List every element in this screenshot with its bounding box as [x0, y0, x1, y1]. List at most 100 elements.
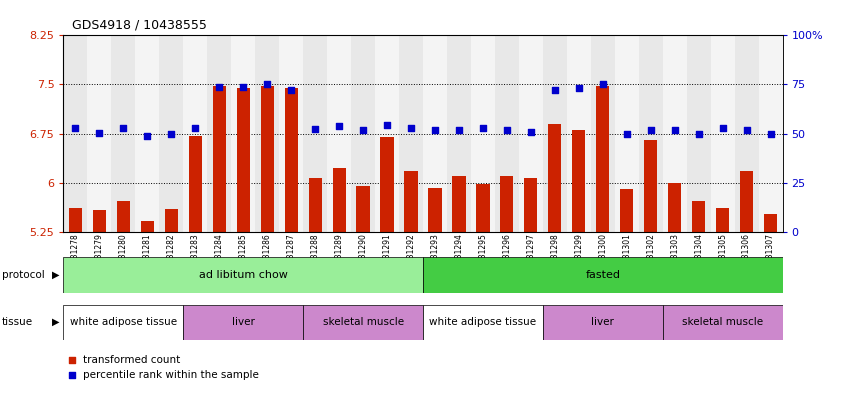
- Text: skeletal muscle: skeletal muscle: [322, 317, 404, 327]
- Bar: [423, 35, 447, 232]
- Point: [524, 129, 537, 136]
- Bar: [471, 35, 495, 232]
- Bar: [447, 35, 471, 232]
- Bar: [184, 305, 303, 340]
- Bar: [476, 184, 490, 232]
- Bar: [135, 35, 159, 232]
- Point: [261, 81, 274, 88]
- Point: [164, 130, 178, 137]
- Bar: [237, 88, 250, 232]
- Bar: [332, 168, 346, 232]
- Point: [69, 125, 82, 132]
- Point: [189, 125, 202, 132]
- Bar: [716, 208, 729, 232]
- Point: [65, 356, 79, 363]
- Point: [212, 84, 226, 90]
- Text: white adipose tissue: white adipose tissue: [70, 317, 177, 327]
- Bar: [117, 201, 130, 232]
- Bar: [734, 35, 759, 232]
- Bar: [184, 35, 207, 232]
- Bar: [591, 35, 615, 232]
- Bar: [500, 176, 514, 232]
- Bar: [423, 305, 543, 340]
- Bar: [668, 183, 681, 232]
- Bar: [543, 305, 662, 340]
- Point: [380, 122, 393, 128]
- Point: [667, 127, 681, 134]
- Bar: [63, 257, 423, 293]
- Bar: [63, 305, 184, 340]
- Point: [140, 132, 154, 139]
- Bar: [112, 35, 135, 232]
- Bar: [140, 221, 154, 232]
- Bar: [375, 35, 399, 232]
- Point: [92, 130, 106, 136]
- Bar: [572, 130, 585, 232]
- Bar: [567, 35, 591, 232]
- Bar: [548, 124, 562, 232]
- Point: [428, 127, 442, 134]
- Point: [692, 130, 706, 137]
- Point: [620, 130, 634, 137]
- Bar: [428, 188, 442, 232]
- Bar: [303, 305, 423, 340]
- Bar: [662, 35, 687, 232]
- Text: GDS4918 / 10438555: GDS4918 / 10438555: [72, 18, 206, 31]
- Text: protocol: protocol: [2, 270, 45, 280]
- Bar: [303, 35, 327, 232]
- Bar: [740, 171, 753, 232]
- Bar: [159, 35, 184, 232]
- Bar: [525, 178, 537, 232]
- Text: skeletal muscle: skeletal muscle: [682, 317, 763, 327]
- Text: liver: liver: [591, 317, 614, 327]
- Point: [644, 127, 657, 134]
- Bar: [284, 88, 298, 232]
- Bar: [759, 35, 783, 232]
- Bar: [212, 86, 226, 232]
- Bar: [327, 35, 351, 232]
- Point: [65, 372, 79, 378]
- Bar: [261, 86, 274, 232]
- Bar: [596, 86, 609, 232]
- Bar: [279, 35, 303, 232]
- Text: ad libitum chow: ad libitum chow: [199, 270, 288, 280]
- Bar: [87, 35, 112, 232]
- Bar: [692, 201, 706, 232]
- Bar: [615, 35, 639, 232]
- Bar: [404, 171, 418, 232]
- Bar: [231, 35, 255, 232]
- Text: ▶: ▶: [52, 270, 59, 280]
- Bar: [711, 35, 734, 232]
- Point: [500, 127, 514, 133]
- Point: [117, 125, 130, 132]
- Bar: [644, 140, 657, 232]
- Bar: [399, 35, 423, 232]
- Bar: [764, 214, 777, 232]
- Text: white adipose tissue: white adipose tissue: [430, 317, 536, 327]
- Bar: [189, 136, 202, 232]
- Point: [739, 127, 753, 134]
- Text: transformed count: transformed count: [83, 354, 180, 365]
- Point: [476, 125, 490, 132]
- Bar: [381, 137, 393, 232]
- Point: [356, 127, 370, 134]
- Point: [764, 131, 777, 138]
- Bar: [351, 35, 375, 232]
- Point: [548, 86, 562, 93]
- Text: liver: liver: [232, 317, 255, 327]
- Point: [572, 85, 585, 92]
- Text: ▶: ▶: [52, 317, 59, 327]
- Bar: [519, 35, 543, 232]
- Bar: [639, 35, 662, 232]
- Bar: [309, 178, 321, 232]
- Point: [404, 125, 418, 132]
- Bar: [207, 35, 231, 232]
- Text: fasted: fasted: [585, 270, 620, 280]
- Bar: [687, 35, 711, 232]
- Bar: [662, 305, 783, 340]
- Point: [596, 81, 609, 88]
- Point: [332, 123, 346, 130]
- Bar: [93, 210, 106, 232]
- Point: [716, 125, 729, 132]
- Text: tissue: tissue: [2, 317, 33, 327]
